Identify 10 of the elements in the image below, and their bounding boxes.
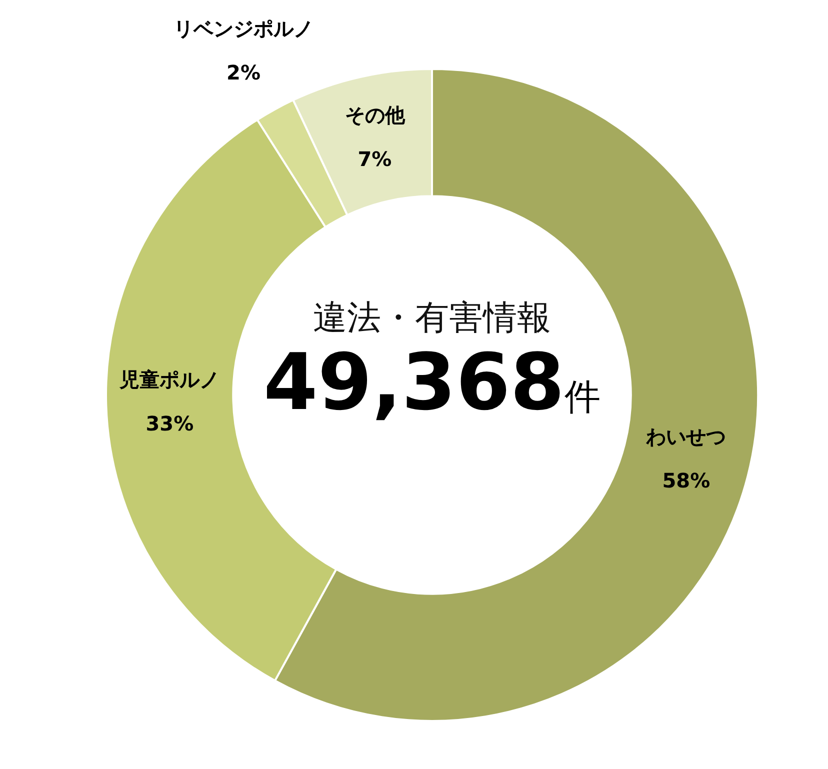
slice-label: リベンジポルノ [174, 16, 314, 40]
slice-label: 児童ポルノ [118, 367, 220, 392]
slice-label: わいせつ [645, 424, 726, 448]
data-label: 33% [146, 411, 194, 436]
text: 違法・有害情報 [312, 297, 552, 340]
data-label: 7% [358, 147, 392, 172]
slice-label: その他 [344, 103, 406, 128]
text: 49,368件 [262, 338, 602, 428]
data-label: 2% [226, 60, 261, 84]
data-label: 58% [662, 468, 710, 492]
